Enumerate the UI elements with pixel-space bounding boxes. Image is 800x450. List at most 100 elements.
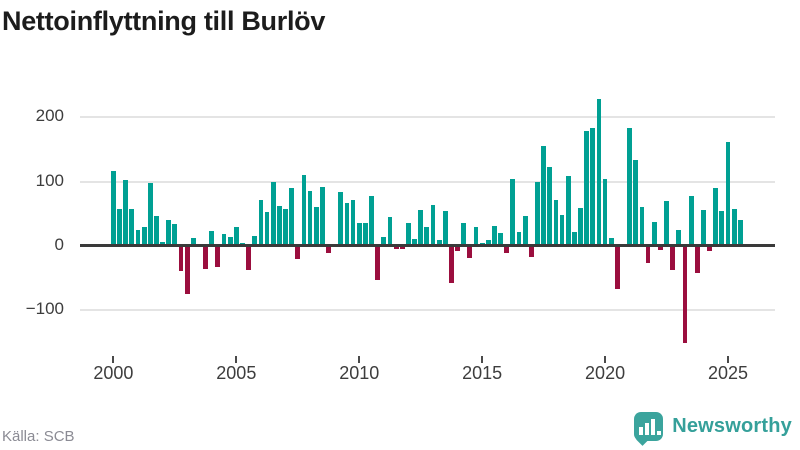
bar-positive: [516, 232, 522, 247]
bar-positive: [338, 191, 344, 247]
bar-positive: [319, 187, 325, 247]
bar-positive: [135, 229, 141, 247]
bar-negative: [203, 246, 208, 269]
bar-positive: [442, 211, 448, 247]
bar-positive: [578, 208, 583, 247]
bar-positive: [313, 206, 319, 247]
grid-line: [80, 309, 775, 312]
bar-positive: [344, 202, 350, 247]
bar-positive: [123, 180, 129, 247]
bar-positive: [522, 215, 528, 247]
y-axis-label: 200: [35, 106, 64, 126]
bar-positive: [356, 222, 362, 247]
bar-negative: [455, 246, 460, 251]
bar-negative: [326, 246, 331, 254]
bar-positive: [111, 170, 116, 247]
bar-positive: [535, 181, 540, 247]
exclamation-dot-glyph: [657, 431, 662, 435]
bar-negative: [645, 246, 651, 263]
bar-positive: [209, 231, 215, 247]
bar-positive: [565, 175, 571, 247]
bar-positive: [406, 222, 411, 247]
bar-positive: [387, 217, 393, 247]
bar-negative: [375, 246, 381, 281]
bar-positive: [154, 215, 159, 247]
bar-positive: [627, 128, 633, 247]
bar-positive: [498, 233, 503, 247]
newsworthy-icon: [634, 412, 664, 446]
bar-positive: [289, 188, 295, 247]
y-axis-label: 100: [35, 170, 64, 190]
x-axis-label: 2005: [216, 363, 257, 383]
bar-negative: [393, 246, 399, 250]
bar-positive: [651, 221, 657, 247]
x-axis-label: 2025: [707, 363, 749, 383]
chart-title: Nettoinflyttning till Burlöv: [2, 6, 326, 36]
x-axis-tick: [727, 356, 729, 363]
bar-glyph-3: [651, 419, 656, 435]
x-axis-label: 2020: [585, 363, 626, 383]
bar-positive: [412, 238, 417, 247]
bar-positive: [559, 215, 565, 247]
newsworthy-wordmark: Newsworthy: [672, 415, 792, 437]
grid-line: [80, 180, 775, 183]
bar-positive: [608, 238, 614, 247]
bar-glyph-1: [639, 427, 644, 435]
bar-positive: [252, 235, 258, 247]
bar-positive: [227, 236, 233, 247]
bar-positive: [725, 141, 731, 247]
bar-negative: [670, 246, 676, 270]
bar-positive: [473, 227, 479, 247]
bar-positive: [117, 208, 122, 247]
bar-negative: [467, 246, 473, 258]
bar-positive: [701, 209, 706, 247]
bar-positive: [270, 181, 276, 247]
x-axis-tick: [358, 356, 361, 363]
bar-positive: [147, 182, 153, 247]
bar-positive: [172, 224, 178, 247]
bar-positive: [141, 226, 147, 247]
bar-positive: [676, 229, 682, 247]
bar-positive: [190, 237, 196, 247]
bar-positive: [424, 226, 430, 247]
bar-positive: [719, 211, 725, 247]
bar-negative: [707, 246, 712, 251]
x-axis-label: 2010: [339, 363, 380, 383]
bar-positive: [264, 211, 270, 247]
bar-positive: [418, 209, 424, 247]
y-axis-label: −100: [25, 299, 64, 319]
bar-negative: [246, 246, 251, 271]
bar-positive: [283, 208, 288, 247]
bar-negative: [184, 246, 190, 294]
bar-positive: [510, 179, 516, 247]
source-note: Källa: SCB: [2, 428, 75, 445]
bar-positive: [362, 222, 368, 247]
bar-positive: [369, 195, 374, 247]
bar-negative: [295, 246, 301, 259]
bar-negative: [399, 246, 405, 249]
bar-positive: [430, 205, 436, 247]
bar-positive: [553, 200, 559, 247]
bar-positive: [258, 199, 264, 247]
bar-negative: [682, 246, 688, 344]
bar-positive: [571, 231, 577, 247]
bar-positive: [639, 207, 645, 247]
bar-positive: [737, 220, 743, 247]
x-axis-label: 2000: [93, 363, 134, 383]
bar-positive: [731, 209, 737, 247]
bar-negative: [449, 246, 454, 283]
bar-positive: [276, 206, 282, 247]
zero-line: [80, 244, 775, 247]
grid-line: [80, 116, 775, 119]
bar-positive: [590, 127, 596, 247]
bar-positive: [492, 226, 497, 247]
bar-positive: [166, 220, 172, 247]
x-axis-tick: [481, 356, 484, 363]
bar-positive: [584, 131, 590, 247]
newsworthy-logo: Newsworthy: [634, 412, 792, 446]
bar-positive: [129, 208, 135, 247]
x-axis-tick: [604, 356, 607, 363]
bar-positive: [461, 223, 467, 247]
